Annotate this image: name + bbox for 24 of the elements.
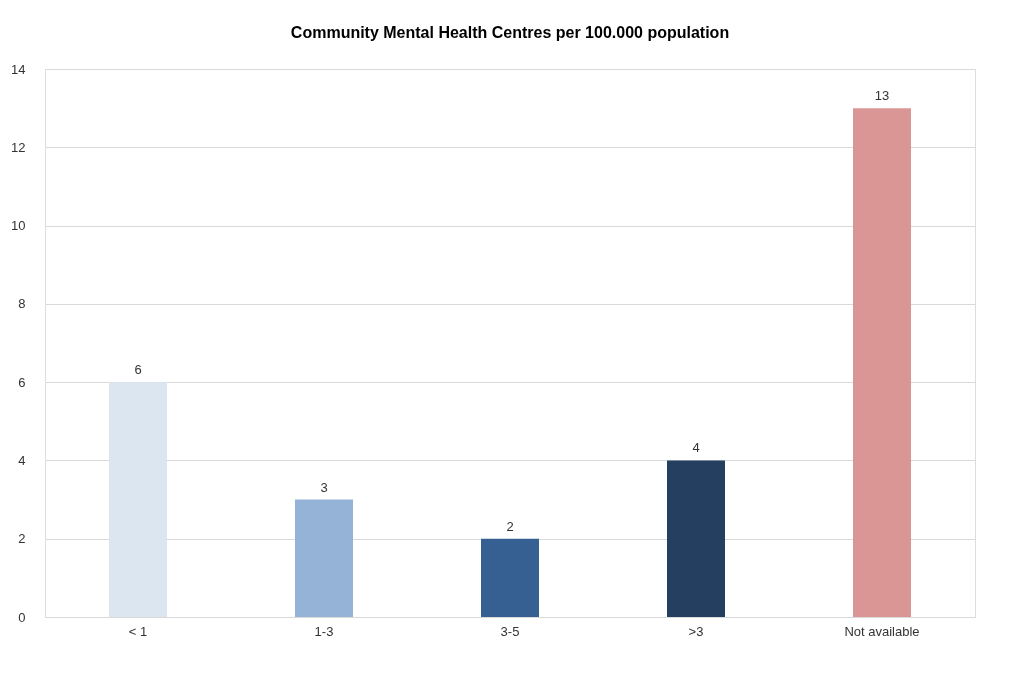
- y-tick-label: 2: [18, 531, 26, 547]
- x-tick-label: 1-3: [314, 623, 334, 639]
- data-label: 6: [134, 362, 142, 378]
- y-tick-label: 8: [18, 296, 26, 312]
- y-tick-label: 0: [18, 609, 26, 625]
- y-tick-label: 10: [11, 218, 26, 234]
- data-label: 13: [874, 88, 890, 104]
- data-label: 3: [320, 479, 328, 495]
- bar: [109, 382, 167, 617]
- y-tick-label: 6: [18, 374, 26, 390]
- y-tick-label: 4: [18, 452, 26, 468]
- x-tick-label: Not available: [844, 623, 920, 639]
- x-tick-label: 3-5: [500, 623, 520, 639]
- data-label: 2: [506, 518, 514, 534]
- bar: [295, 499, 353, 617]
- y-tick-label: 14: [11, 61, 26, 77]
- y-tick-label: 12: [11, 139, 26, 155]
- bar: [667, 460, 725, 617]
- data-label: 4: [692, 440, 700, 456]
- x-tick-label: < 1: [128, 623, 148, 639]
- bar: [853, 108, 911, 617]
- chart-title: Community Mental Health Centres per 100.000 population: [290, 24, 730, 41]
- bar: [481, 538, 539, 617]
- x-tick-label: >3: [688, 623, 704, 639]
